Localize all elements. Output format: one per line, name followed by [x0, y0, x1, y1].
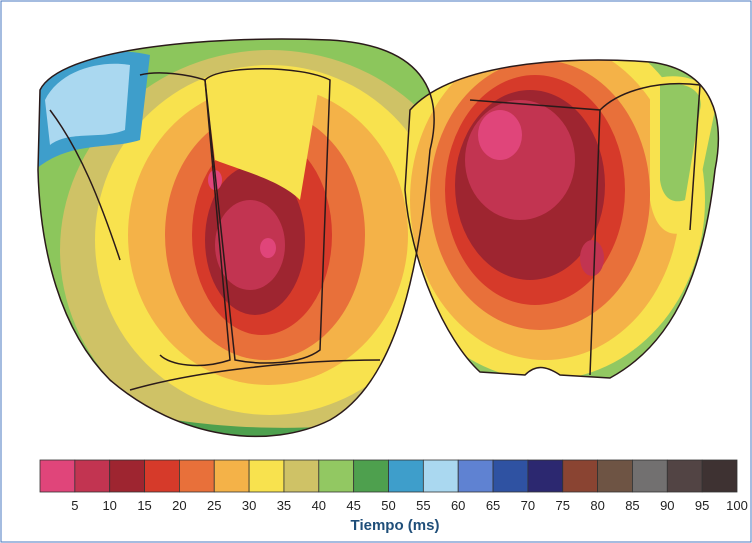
legend-swatch — [493, 460, 528, 492]
legend-swatch — [632, 460, 667, 492]
legend-swatch — [563, 460, 598, 492]
legend-tick-label: 55 — [416, 498, 430, 513]
legend-tick-label: 95 — [695, 498, 709, 513]
legend-swatch — [75, 460, 110, 492]
legend-tick-label: 40 — [312, 498, 326, 513]
legend-swatch — [249, 460, 284, 492]
legend-tick-label: 15 — [137, 498, 151, 513]
legend-tick-label: 25 — [207, 498, 221, 513]
legend-tick-label: 5 — [71, 498, 78, 513]
legend-tick-label: 75 — [556, 498, 570, 513]
page: 5 10 15 20 25 30 35 40 45 50 55 60 65 70 75 80 85 90 95 100… — [0, 0, 752, 543]
legend-swatch — [528, 460, 563, 492]
legend-tick-label: 60 — [451, 498, 465, 513]
legend-swatch — [284, 460, 319, 492]
legend-tick-label: 20 — [172, 498, 186, 513]
legend-tick-label: 50 — [381, 498, 395, 513]
figure: 5 10 15 20 25 30 35 40 45 50 55 60 65 70 75 80 85 90 95 100… — [0, 0, 752, 543]
legend-tick-label: 10 — [102, 498, 116, 513]
legend-swatch — [145, 460, 180, 492]
legend-tick-label: 45 — [346, 498, 360, 513]
legend-tick-label: 80 — [590, 498, 604, 513]
legend-swatch — [458, 460, 493, 492]
legend-tick-label: 85 — [625, 498, 639, 513]
legend-swatch — [423, 460, 458, 492]
legend-tick-label: 30 — [242, 498, 256, 513]
legend-swatch — [40, 460, 75, 492]
legend-swatch — [667, 460, 702, 492]
legend-tick-label: 65 — [486, 498, 500, 513]
legend-tick-label: 90 — [660, 498, 674, 513]
legend-tick-label: 70 — [521, 498, 535, 513]
legend-swatch — [319, 460, 354, 492]
legend-swatch — [389, 460, 424, 492]
legend-swatch — [354, 460, 389, 492]
legend-swatch — [214, 460, 249, 492]
legend-swatch — [179, 460, 214, 492]
legend-swatch — [110, 460, 145, 492]
legend-swatch — [598, 460, 633, 492]
legend-label: Tiempo (ms) — [351, 517, 440, 534]
legend-swatch — [702, 460, 737, 492]
legend-tick-label: 100 — [726, 498, 748, 513]
legend-tick-label: 35 — [277, 498, 291, 513]
